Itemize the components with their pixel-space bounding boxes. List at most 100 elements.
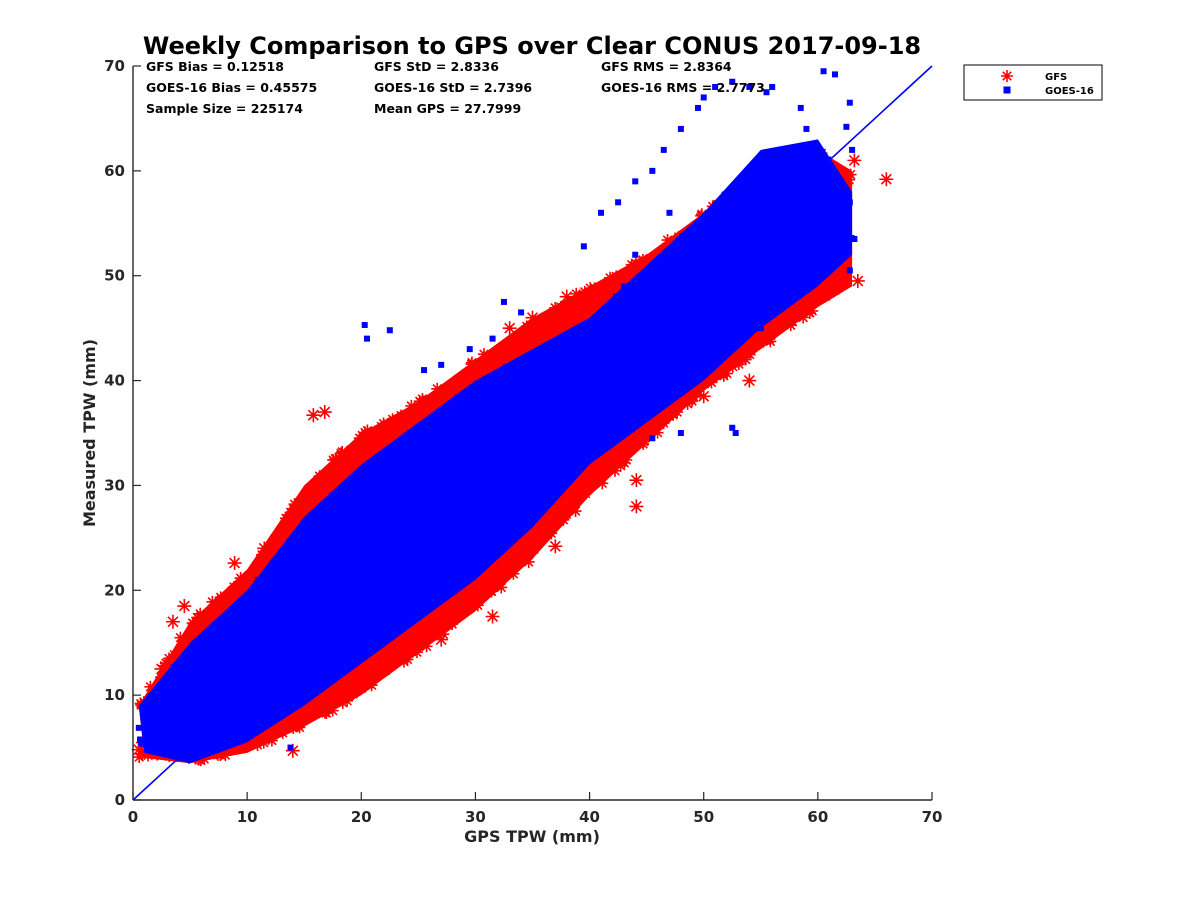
gfs-point — [474, 592, 487, 605]
gfs-point — [421, 400, 434, 413]
goes16-point — [670, 262, 677, 269]
goes16-point — [315, 575, 322, 582]
goes16-point — [546, 425, 553, 432]
goes16-point — [382, 580, 389, 587]
goes16-point — [363, 518, 370, 525]
goes16-point — [820, 68, 827, 75]
goes16-point — [453, 551, 460, 558]
goes16-point — [677, 125, 684, 132]
gfs-point — [592, 471, 605, 484]
gfs-point — [560, 500, 573, 513]
gfs-point — [403, 642, 416, 655]
gfs-point — [257, 541, 272, 556]
gfs-point — [320, 707, 333, 720]
goes16-point — [322, 545, 329, 552]
y-tick-label: 0 — [115, 791, 125, 809]
goes16-point — [197, 684, 204, 691]
goes16-point — [639, 298, 646, 305]
goes16-point — [228, 718, 235, 725]
goes16-point — [454, 509, 461, 516]
goes16-point — [201, 694, 208, 701]
gfs-point — [559, 289, 574, 304]
goes16-point — [432, 468, 439, 475]
goes16-point — [498, 413, 505, 420]
goes16-point — [654, 264, 661, 271]
goes16-point — [358, 605, 365, 612]
legend-goes16-marker — [1003, 86, 1011, 94]
gfs-point — [833, 277, 848, 292]
goes16-point — [779, 177, 786, 184]
goes16-point — [810, 177, 817, 184]
gfs-point — [608, 452, 621, 465]
goes16-point — [708, 356, 715, 363]
goes16-point — [635, 314, 642, 321]
goes16-point — [588, 355, 595, 362]
goes16-point — [609, 430, 616, 436]
goes16-point — [815, 175, 822, 182]
goes16-point — [747, 244, 754, 251]
x-tick-label: 50 — [693, 808, 714, 826]
gfs-point — [177, 599, 192, 614]
goes16-point — [601, 431, 608, 438]
gfs-point — [824, 286, 837, 299]
goes16-point — [250, 660, 257, 667]
goes16-point — [767, 197, 774, 204]
goes16-point — [320, 511, 327, 518]
goes16-point — [326, 635, 333, 642]
gfs-point — [220, 594, 233, 607]
gfs-point — [644, 252, 657, 265]
goes16-point — [208, 729, 215, 736]
goes16-point — [598, 316, 605, 323]
goes16-point — [778, 270, 785, 277]
goes16-point — [256, 683, 263, 690]
goes16-point — [510, 493, 517, 500]
goes16-point — [481, 536, 488, 543]
gfs-point — [275, 721, 288, 734]
goes16-point — [681, 364, 688, 371]
goes16-point — [501, 468, 508, 475]
goes16-point — [200, 645, 207, 652]
goes16-point — [268, 569, 275, 576]
goes16-point — [531, 422, 538, 429]
goes16-point — [359, 499, 366, 506]
goes16-point — [211, 676, 218, 683]
goes16-point — [541, 438, 548, 445]
goes16-point — [837, 191, 844, 198]
goes16-point — [281, 597, 288, 604]
goes16-point — [571, 463, 578, 470]
gfs-point — [776, 310, 791, 325]
gfs-point — [693, 380, 706, 393]
goes16-point — [342, 612, 349, 619]
x-tick-label: 30 — [465, 808, 486, 826]
goes16-point — [632, 309, 639, 316]
goes16-point — [797, 104, 804, 111]
goes16-point — [135, 724, 142, 731]
goes16-point — [183, 650, 190, 657]
goes16-point — [580, 337, 587, 344]
goes16-point — [320, 639, 327, 646]
gfs-point — [537, 316, 550, 329]
y-axis-label: Measured TPW (mm) — [80, 339, 99, 527]
goes16-point — [775, 285, 782, 292]
goes16-point — [420, 445, 427, 452]
goes16-point — [483, 384, 490, 391]
goes16-point — [538, 483, 545, 490]
goes16-point — [725, 206, 732, 213]
goes16-point — [705, 255, 712, 262]
goes16-point — [832, 222, 839, 229]
goes16-point — [169, 717, 176, 724]
goes16-point — [610, 422, 617, 429]
gfs-point — [144, 680, 157, 693]
goes16-point — [839, 227, 846, 234]
gfs-point — [507, 567, 520, 580]
gfs-point — [361, 424, 374, 437]
gfs-point — [716, 362, 729, 375]
goes16-point — [558, 459, 565, 466]
goes16-point — [696, 317, 703, 324]
gfs-point — [662, 403, 675, 416]
goes16-point — [263, 705, 270, 712]
goes16-point — [646, 269, 653, 276]
gfs-point — [545, 527, 558, 540]
goes16-point — [316, 606, 323, 613]
gfs-point — [584, 282, 597, 295]
